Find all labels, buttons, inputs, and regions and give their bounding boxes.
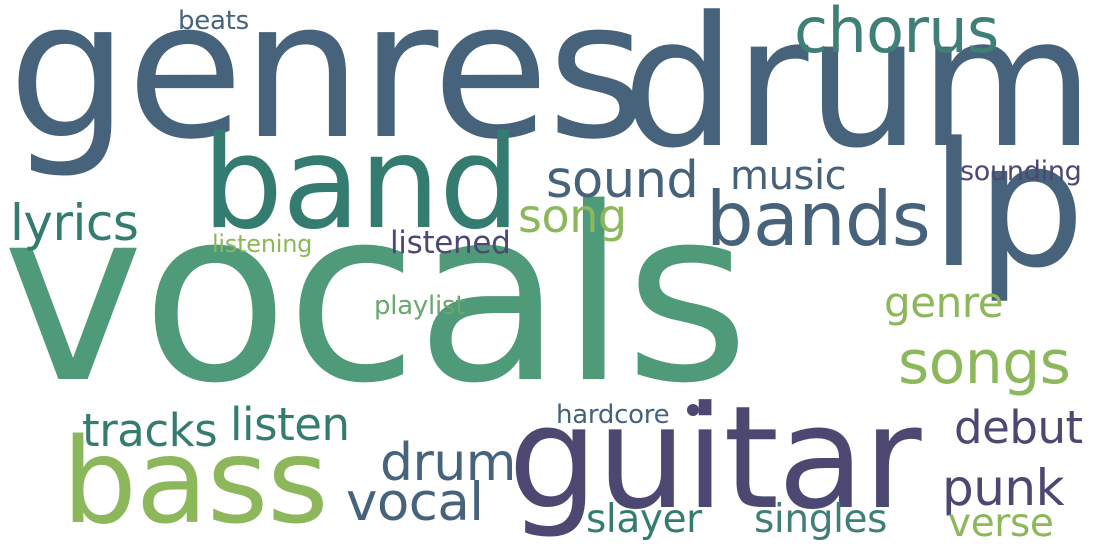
- word-vocal: vocal: [346, 472, 484, 533]
- word-hardcore: hardcore: [556, 400, 670, 430]
- word-slayer: slayer: [586, 497, 702, 542]
- word-lyrics: lyrics: [10, 194, 139, 252]
- word-bands: bands: [706, 175, 931, 263]
- word-music: music: [730, 153, 847, 199]
- word-sounding: sounding: [960, 156, 1082, 187]
- word-band: band: [202, 109, 520, 258]
- word-chorus: chorus: [794, 0, 999, 67]
- word-song: song: [518, 189, 627, 243]
- word-playlist: playlist: [374, 291, 466, 321]
- word-debut: debut: [954, 401, 1083, 454]
- word-lp: lp: [930, 105, 1085, 306]
- word-listen: listen: [230, 398, 350, 451]
- word-punk: punk: [942, 459, 1065, 517]
- word-vocals: vocals: [2, 156, 750, 436]
- word-beats: beats: [178, 6, 249, 36]
- word-sound: sound: [546, 151, 699, 210]
- word-songs: songs: [898, 328, 1071, 398]
- word-listening: listening: [212, 230, 313, 258]
- word-drums: drums: [622, 0, 1101, 188]
- word-verse: verse: [948, 501, 1054, 546]
- word-genres: genres: [8, 0, 646, 181]
- word-genre: genre: [884, 278, 1004, 327]
- dot-mark: [687, 404, 699, 416]
- word-bass: bass: [62, 412, 329, 550]
- word-guitar: guitar: [508, 376, 922, 541]
- word-listened: listened: [390, 225, 511, 261]
- word-singles: singles: [754, 497, 888, 542]
- word-tracks: tracks: [82, 404, 218, 457]
- word-drum: drum: [380, 433, 516, 493]
